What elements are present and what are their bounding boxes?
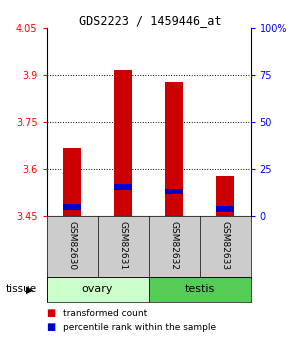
Text: percentile rank within the sample: percentile rank within the sample <box>63 323 216 332</box>
Text: GSM82632: GSM82632 <box>169 221 178 270</box>
Text: tissue: tissue <box>6 285 37 294</box>
Bar <box>63 204 81 210</box>
Bar <box>114 70 132 216</box>
Bar <box>63 148 81 216</box>
Bar <box>114 184 132 190</box>
Text: GDS2223 / 1459446_at: GDS2223 / 1459446_at <box>79 14 221 28</box>
Bar <box>165 82 183 216</box>
Text: GSM82630: GSM82630 <box>68 221 76 270</box>
Text: transformed count: transformed count <box>63 309 147 318</box>
Text: GSM82633: GSM82633 <box>220 221 230 270</box>
Text: GSM82631: GSM82631 <box>118 221 127 270</box>
Bar <box>46 277 148 302</box>
Bar <box>165 189 183 194</box>
Bar <box>216 206 234 212</box>
Text: ovary: ovary <box>82 285 113 294</box>
Text: testis: testis <box>184 285 214 294</box>
Text: ■: ■ <box>46 322 56 332</box>
Bar <box>148 277 250 302</box>
Bar <box>216 176 234 216</box>
Text: ▶: ▶ <box>26 285 33 294</box>
Text: ■: ■ <box>46 308 56 318</box>
